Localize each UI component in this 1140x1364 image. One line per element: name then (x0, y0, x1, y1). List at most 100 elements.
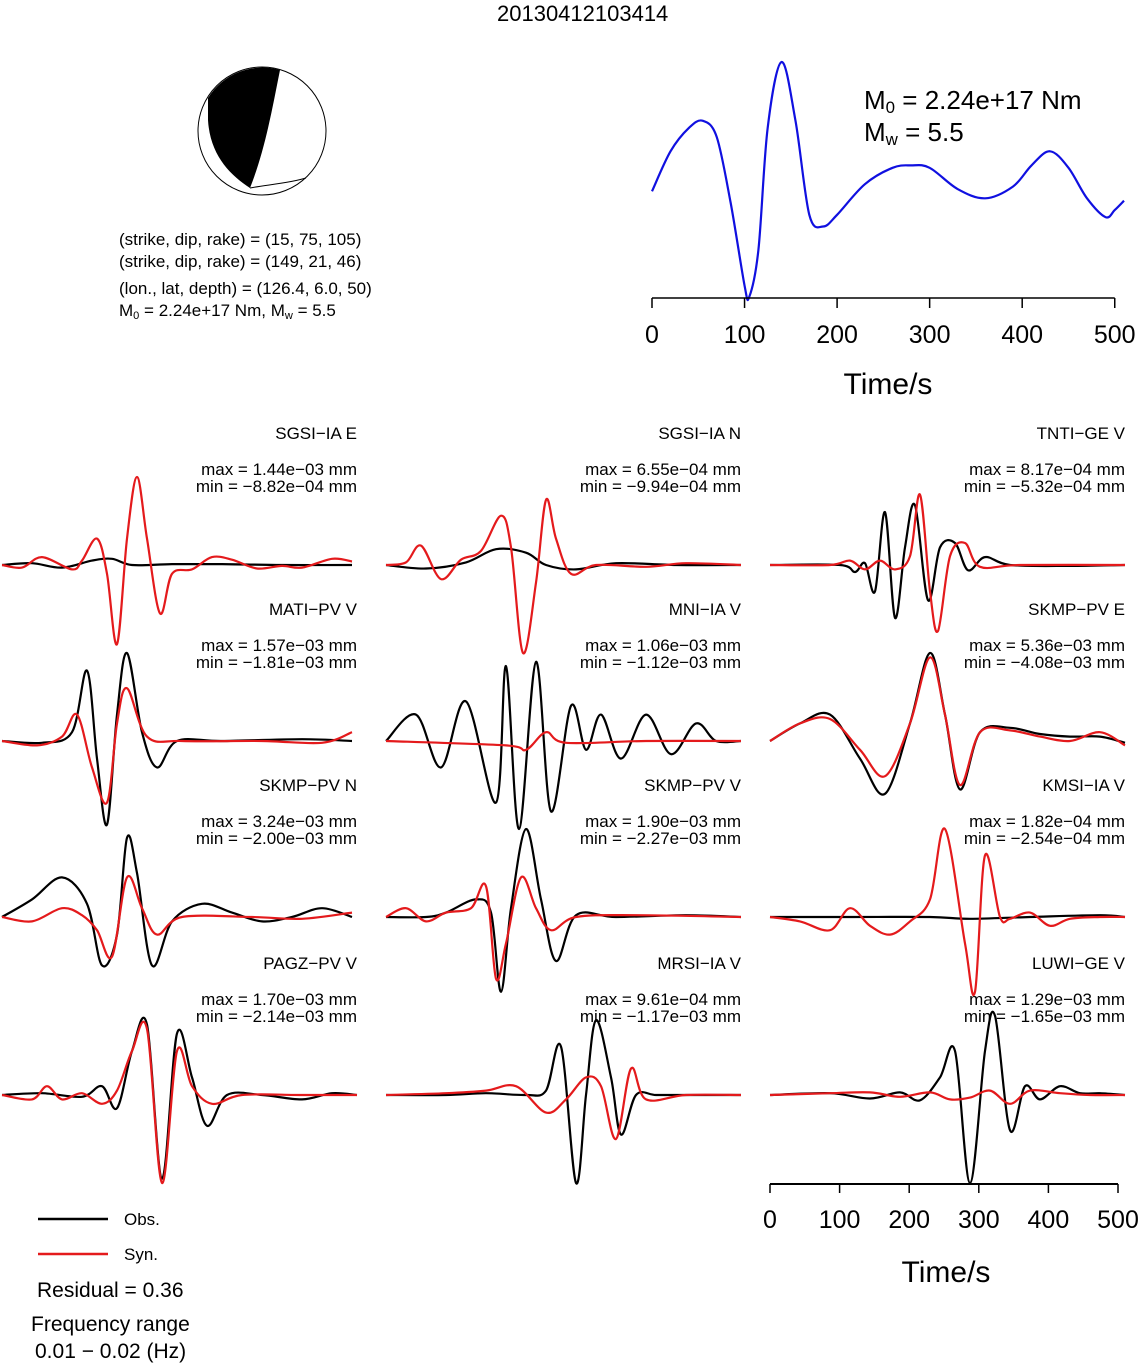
stf-x-axis-label: Time/s (844, 368, 933, 401)
observed-trace (769, 1010, 1126, 1185)
max-amplitude-label: max = 1.90e−03 mm (585, 812, 741, 831)
observed-trace (769, 502, 1126, 619)
observed-trace (1, 651, 353, 827)
observed-trace (385, 827, 742, 993)
min-amplitude-label: min = −1.65e−03 mm (964, 1007, 1125, 1026)
nodal-plane-1: (strike, dip, rake) = (15, 75, 105) (119, 230, 362, 249)
synthetic-trace (1, 687, 353, 805)
stf-x-tick-label: 0 (645, 321, 659, 349)
legend-obs-label: Obs. (124, 1210, 160, 1229)
synthetic-trace (385, 875, 742, 982)
station-label: MRSI−IA V (657, 954, 741, 973)
focal-mechanism-beachball (197, 66, 327, 196)
max-amplitude-label: max = 1.82e−04 mm (969, 812, 1125, 831)
waveform-x-tick-label: 300 (958, 1206, 1000, 1234)
dilatational-sliver (249, 177, 307, 189)
synthetic-trace (769, 1089, 1126, 1105)
stf-moment-label: M0 = 2.24e+17 Nm Mw = 5.5 (864, 85, 1082, 150)
observed-trace (770, 914, 1126, 920)
stf-x-tick-label: 300 (909, 321, 951, 349)
max-amplitude-label: max = 1.06e−03 mm (585, 636, 741, 655)
mechanism-info: (strike, dip, rake) = (15, 75, 105) (str… (119, 229, 372, 322)
compressional-quadrant (208, 67, 280, 188)
station-label: SKMP−PV V (644, 776, 742, 795)
max-amplitude-label: max = 1.44e−03 mm (201, 460, 357, 479)
observed-trace (1, 834, 353, 968)
synthetic-trace (385, 497, 742, 655)
observed-trace (385, 660, 742, 831)
synthetic-trace (769, 827, 1126, 997)
synthetic-trace (1, 475, 353, 646)
synthetic-trace (1, 874, 353, 960)
stf-x-tick-label: 400 (1001, 321, 1043, 349)
max-amplitude-label: max = 3.24e−03 mm (201, 812, 357, 831)
max-amplitude-label: max = 6.55e−04 mm (585, 460, 741, 479)
min-amplitude-label: min = −2.54e−04 mm (964, 829, 1125, 848)
min-amplitude-label: min = −5.32e−04 mm (964, 477, 1125, 496)
synthetic-trace (769, 493, 1126, 634)
nodal-plane-2: (strike, dip, rake) = (149, 21, 46) (119, 252, 362, 271)
frequency-range-title: Frequency range (31, 1313, 190, 1336)
max-amplitude-label: max = 5.36e−03 mm (969, 636, 1125, 655)
stf-curve (651, 60, 1125, 302)
synthetic-trace (769, 656, 1126, 787)
min-amplitude-label: min = −1.12e−03 mm (580, 653, 741, 672)
waveform-x-tick-label: 100 (819, 1206, 861, 1234)
observed-trace (1, 557, 353, 569)
min-amplitude-label: min = −4.08e−03 mm (964, 653, 1125, 672)
residual-label: Residual = 0.36 (37, 1279, 184, 1302)
observed-trace (1, 1016, 358, 1180)
station-label: LUWI−GE V (1032, 954, 1126, 973)
station-label: SKMP−PV E (1028, 600, 1125, 619)
station-label: PAGZ−PV V (263, 954, 357, 973)
moment-magnitude-line: M0 = 2.24e+17 Nm, Mw = 5.5 (119, 301, 336, 322)
min-amplitude-label: min = −1.17e−03 mm (580, 1007, 741, 1026)
waveform-x-tick-label: 0 (763, 1206, 777, 1234)
stf-x-tick-label: 500 (1094, 321, 1136, 349)
stf-x-tick-label: 200 (816, 321, 858, 349)
observed-trace (385, 1019, 741, 1185)
synthetic-trace (1, 1020, 357, 1185)
min-amplitude-label: min = −2.00e−03 mm (196, 829, 357, 848)
stf-x-tick-label: 100 (724, 321, 766, 349)
station-label: SGSI−IA E (275, 424, 357, 443)
observed-trace (385, 547, 742, 571)
station-label: SKMP−PV N (259, 776, 357, 795)
hypocenter-location: (lon., lat, depth) = (126.4, 6.0, 50) (119, 279, 372, 298)
station-label: MNI−IA V (669, 600, 742, 619)
waveform-x-tick-label: 200 (888, 1206, 930, 1234)
waveform-x-tick-label: 400 (1028, 1206, 1070, 1234)
station-label: MATI−PV V (269, 600, 358, 619)
station-label: SGSI−IA N (658, 424, 741, 443)
max-amplitude-label: max = 1.70e−03 mm (201, 990, 357, 1009)
min-amplitude-label: min = −2.14e−03 mm (196, 1007, 357, 1026)
figure-title: 20130412103414 (497, 1, 669, 26)
max-amplitude-label: max = 8.17e−04 mm (969, 460, 1125, 479)
min-amplitude-label: min = −8.82e−04 mm (196, 477, 357, 496)
min-amplitude-label: min = −1.81e−03 mm (196, 653, 357, 672)
legend-syn-label: Syn. (124, 1245, 159, 1264)
max-amplitude-label: max = 1.29e−03 mm (969, 990, 1125, 1009)
synthetic-trace (385, 1066, 742, 1141)
max-amplitude-label: max = 9.61e−04 mm (585, 990, 741, 1009)
synthetic-trace (385, 731, 742, 752)
min-amplitude-label: min = −9.94e−04 mm (580, 477, 741, 496)
waveform-x-tick-label: 500 (1097, 1206, 1139, 1234)
station-label: KMSI−IA V (1042, 776, 1125, 795)
max-amplitude-label: max = 1.57e−03 mm (201, 636, 357, 655)
min-amplitude-label: min = −2.27e−03 mm (580, 829, 741, 848)
